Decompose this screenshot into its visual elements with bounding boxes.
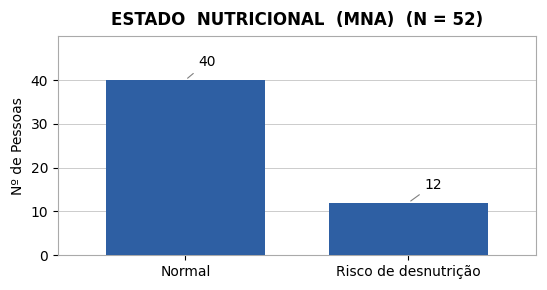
Bar xyxy=(106,80,265,255)
Bar xyxy=(329,203,488,255)
Title: ESTADO  NUTRICIONAL  (MNA)  (N = 52): ESTADO NUTRICIONAL (MNA) (N = 52) xyxy=(111,11,483,29)
Y-axis label: Nº de Pessoas: Nº de Pessoas xyxy=(11,97,25,195)
Text: 12: 12 xyxy=(411,178,442,201)
Text: 40: 40 xyxy=(188,55,216,78)
